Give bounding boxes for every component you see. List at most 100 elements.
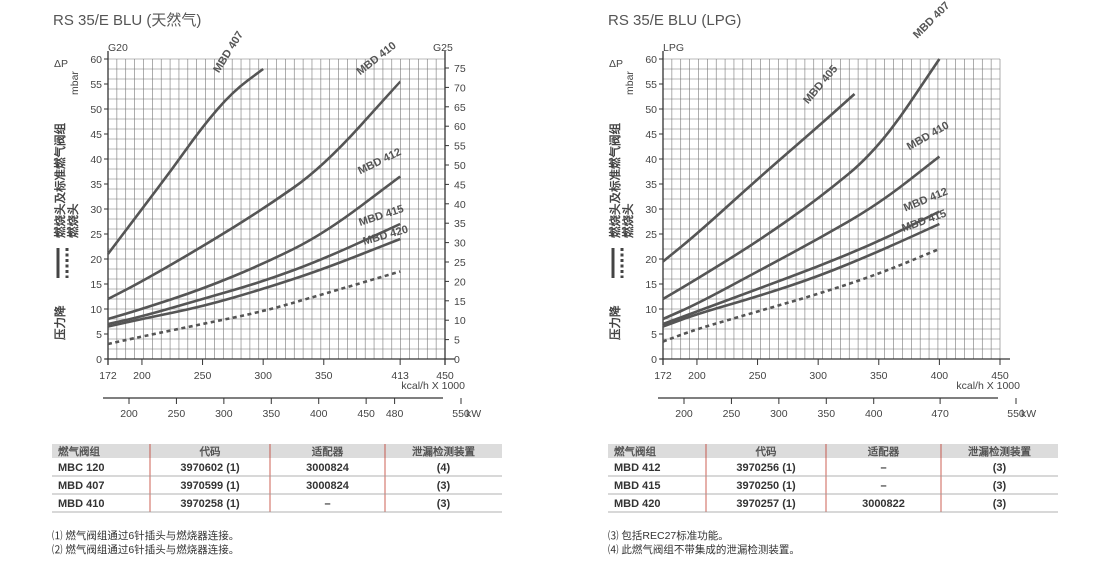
kw-tick-label: 450 [357, 408, 375, 420]
y-tick-label: 35 [645, 179, 657, 191]
kw-tick-label: 550 [1007, 408, 1025, 420]
y-tick-label: 60 [645, 54, 657, 66]
y-right-tick-label: 55 [454, 141, 466, 153]
footnote: ⑷ 此燃气阀组不带集成的泄漏检测装置。 [608, 543, 800, 556]
kw-tick-label: 400 [865, 408, 883, 420]
y-right-tick-label: 5 [454, 335, 460, 347]
y-tick-label: 10 [90, 304, 102, 316]
table-cell: 3000822 [862, 498, 905, 510]
y-tick-label: 25 [645, 229, 657, 241]
side-label-line-2: 燃烧头 [621, 203, 635, 239]
kw-unit: kW [466, 408, 481, 420]
x-tick-label: 250 [194, 370, 212, 382]
y-tick-label: 40 [90, 154, 102, 166]
table-cell: MBD 415 [614, 480, 660, 492]
kw-unit: kW [1021, 408, 1036, 420]
y-tick-label: 25 [90, 229, 102, 241]
table-cell: – [880, 462, 886, 474]
side-label-bottom: 压力降 [608, 305, 622, 340]
x-tick-label: 413 [391, 370, 409, 382]
y-right-tick-label: 0 [454, 354, 460, 366]
y-right-tick-label: 50 [454, 160, 466, 172]
kw-tick-label: 200 [120, 408, 138, 420]
table-cell: MBD 412 [614, 462, 660, 474]
x-tick-label: 350 [870, 370, 888, 382]
y-tick-label: 50 [645, 104, 657, 116]
table-cell: – [880, 480, 886, 492]
table-cell: 3970250 (1) [736, 480, 796, 492]
x-unit: kcal/h X 1000 [401, 380, 465, 392]
table-cell: (3) [993, 498, 1007, 510]
x-tick-label: 300 [809, 370, 827, 382]
kw-tick-label: 550 [452, 408, 470, 420]
x-tick-label: 200 [688, 370, 706, 382]
y-tick-label: 45 [645, 129, 657, 141]
y-tick-label: 15 [90, 279, 102, 291]
x-tick-label: 400 [931, 370, 949, 382]
y-right-tick-label: 20 [454, 276, 466, 288]
series-line-head-only [107, 270, 401, 346]
y-tick-label: 30 [645, 204, 657, 216]
table-cell: (3) [993, 462, 1007, 474]
chart-2: RS 35/E BLU (LPG) 0 5 10 15 20 25 30 35 40 45 50 55 6… [608, 0, 1036, 420]
table-cell: (3) [437, 498, 451, 510]
side-label-bottom: 压力降 [53, 305, 67, 340]
valve-table-1: 燃气阀组 代码 适配器 泄漏检测装置 MBC 120 3970602 (1) 3000824… [52, 444, 502, 556]
side-label-line-1: 燃烧头及标准燃气阀组 [53, 123, 67, 239]
y-symbol: ΔP [609, 58, 623, 70]
y-tick-label: 5 [96, 329, 102, 341]
y-symbol: ΔP [54, 58, 68, 70]
y-tick-label: 55 [90, 79, 102, 91]
series-label: MBD 405 [801, 63, 840, 106]
kw-tick-label: 350 [818, 408, 836, 420]
table-cell: – [324, 498, 330, 510]
x-tick-label: 450 [436, 370, 454, 382]
x-unit: kcal/h X 1000 [956, 380, 1020, 392]
table-cell: MBD 410 [58, 498, 104, 510]
chart-title: RS 35/E BLU (LPG) [608, 12, 741, 29]
y-right-tick-label: 35 [454, 218, 466, 230]
series-label: MBD 412 [356, 146, 403, 177]
y-right-tick-label: 45 [454, 179, 466, 191]
y-tick-label: 0 [96, 354, 102, 366]
valve-table-2: 燃气阀组 代码 适配器 泄漏检测装置 MBD 412 3970256 (1) – (3) MBD… [608, 444, 1058, 556]
kw-tick-label: 250 [723, 408, 741, 420]
y-tick-label: 30 [90, 204, 102, 216]
kw-tick-label: 400 [310, 408, 328, 420]
x-tick-label: 172 [99, 370, 117, 382]
y-right-tick-label: 65 [454, 102, 466, 114]
table-header-cell: 燃气阀组 [614, 445, 656, 458]
footnote: ⑵ 燃气阀组通过6针插头与燃烧器连接。 [52, 543, 239, 556]
table-header-cell: 泄漏检测装置 [412, 445, 475, 458]
series-label: MBD 410 [905, 119, 951, 153]
table-cell: 3970599 (1) [180, 480, 240, 492]
table-cell: (3) [437, 480, 451, 492]
x-tick-label: 200 [133, 370, 151, 382]
y-tick-label: 45 [90, 129, 102, 141]
series-label: MBD 407 [911, 0, 952, 41]
table-cell: 3970602 (1) [180, 462, 240, 474]
table-cell: MBD 420 [614, 498, 660, 510]
x-tick-label: 450 [991, 370, 1009, 382]
table-cell: MBD 407 [58, 480, 104, 492]
series-line-mbd-410 [107, 80, 402, 301]
series-line-mbd-407 [662, 58, 941, 301]
kw-tick-label: 300 [215, 408, 233, 420]
y-tick-label: 50 [90, 104, 102, 116]
series-line-mbd-415 [107, 222, 401, 326]
table-header-cell: 适配器 [312, 445, 344, 458]
y-tick-label: 20 [90, 254, 102, 266]
y-right-tick-label: 60 [454, 121, 466, 133]
series-line-mbd-410 [662, 155, 941, 321]
y-right-top-label: G25 [433, 42, 453, 54]
y-left-top-label: G20 [108, 42, 128, 54]
table-cell: MBC 120 [58, 462, 104, 474]
y-right-tick-label: 25 [454, 257, 466, 269]
side-label-line-1: 燃烧头及标准燃气阀组 [608, 123, 622, 239]
series-line-mbd-405 [662, 93, 856, 263]
y-tick-label: 15 [645, 279, 657, 291]
side-label-line-2: 燃烧头 [66, 203, 80, 239]
y-tick-label: 35 [90, 179, 102, 191]
y-right-tick-label: 75 [454, 63, 466, 75]
table-cell: 3970257 (1) [736, 498, 796, 510]
